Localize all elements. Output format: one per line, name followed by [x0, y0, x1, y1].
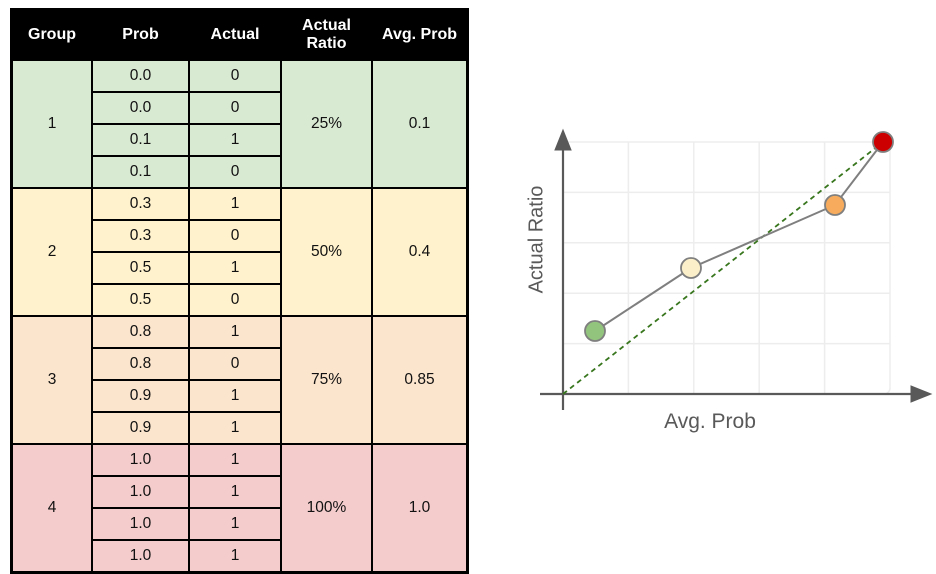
y-axis-label: Actual Ratio — [525, 185, 548, 294]
prob-cell: 0.3 — [91, 187, 190, 221]
plot-area-border — [562, 141, 891, 395]
actual-cell: 0 — [188, 155, 282, 189]
actual-cell: 0 — [188, 283, 282, 317]
group-3-row-1: 3 0.8 1 75% 0.85 — [10, 315, 469, 445]
avg-prob-cell: 0.85 — [371, 315, 469, 445]
data-point-group-3 — [824, 194, 846, 216]
prob-cell: 0.1 — [91, 123, 190, 157]
prob-cell: 1.0 — [91, 443, 190, 477]
group-4-row-1: 4 1.0 1 100% 1.0 — [10, 443, 469, 574]
actual-ratio-cell: 50% — [280, 187, 373, 317]
group-cell: 3 — [10, 315, 93, 445]
actual-cell: 1 — [188, 507, 282, 541]
avg-prob-cell: 1.0 — [371, 443, 469, 574]
group-2-row-1: 2 0.3 1 50% 0.4 — [10, 187, 469, 317]
header-group: Group — [10, 8, 93, 61]
actual-cell: 1 — [188, 443, 282, 477]
prob-cell: 1.0 — [91, 507, 190, 541]
actual-cell: 1 — [188, 379, 282, 413]
header-row: Group Prob Actual Actual Ratio Avg. Prob — [10, 8, 469, 61]
table-header: Group Prob Actual Actual Ratio Avg. Prob — [10, 8, 469, 61]
prob-cell: 0.8 — [91, 347, 190, 381]
actual-ratio-cell: 75% — [280, 315, 373, 445]
calibration-line — [594, 141, 884, 332]
prob-cell: 0.8 — [91, 315, 190, 349]
prob-cell: 0.0 — [91, 59, 190, 93]
header-prob: Prob — [91, 8, 190, 61]
avg-prob-cell: 0.1 — [371, 59, 469, 189]
actual-cell: 0 — [188, 219, 282, 253]
actual-cell: 1 — [188, 123, 282, 157]
prob-cell: 0.5 — [91, 251, 190, 285]
actual-cell: 0 — [188, 91, 282, 125]
identity-line — [562, 141, 884, 395]
calibration-table: Group Prob Actual Actual Ratio Avg. Prob… — [10, 8, 469, 574]
actual-ratio-cell: 100% — [280, 443, 373, 574]
actual-cell: 1 — [188, 251, 282, 285]
prob-cell: 0.3 — [91, 219, 190, 253]
prob-cell: 1.0 — [91, 539, 190, 574]
actual-cell: 1 — [188, 411, 282, 445]
group-1-row-1: 1 0.0 0 25% 0.1 — [10, 59, 469, 189]
actual-ratio-cell: 25% — [280, 59, 373, 189]
actual-cell: 0 — [188, 59, 282, 93]
group-cell: 2 — [10, 187, 93, 317]
data-point-group-2 — [680, 257, 702, 279]
avg-prob-cell: 0.4 — [371, 187, 469, 317]
group-cell: 4 — [10, 443, 93, 574]
data-point-group-4 — [872, 131, 894, 153]
calibration-chart — [516, 95, 936, 460]
actual-cell: 1 — [188, 187, 282, 221]
prob-cell: 0.0 — [91, 91, 190, 125]
data-point-group-1 — [584, 320, 606, 342]
table-body: 1 0.0 0 25% 0.1 0.0 0 0.1 1 0.1 0 2 0.3 1 50% 0.4 0.3 0 0.… — [10, 59, 469, 574]
prob-cell: 0.9 — [91, 411, 190, 445]
group-cell: 1 — [10, 59, 93, 189]
prob-cell: 0.9 — [91, 379, 190, 413]
header-actual-ratio: Actual Ratio — [280, 8, 373, 61]
x-axis-label: Avg. Prob — [664, 410, 756, 433]
prob-cell: 1.0 — [91, 475, 190, 509]
actual-cell: 1 — [188, 475, 282, 509]
actual-cell: 1 — [188, 539, 282, 574]
actual-cell: 0 — [188, 347, 282, 381]
actual-cell: 1 — [188, 315, 282, 349]
calibration-chart-svg — [540, 128, 933, 410]
prob-cell: 0.5 — [91, 283, 190, 317]
prob-cell: 0.1 — [91, 155, 190, 189]
header-avg-prob: Avg. Prob — [371, 8, 469, 61]
header-actual: Actual — [188, 8, 282, 61]
